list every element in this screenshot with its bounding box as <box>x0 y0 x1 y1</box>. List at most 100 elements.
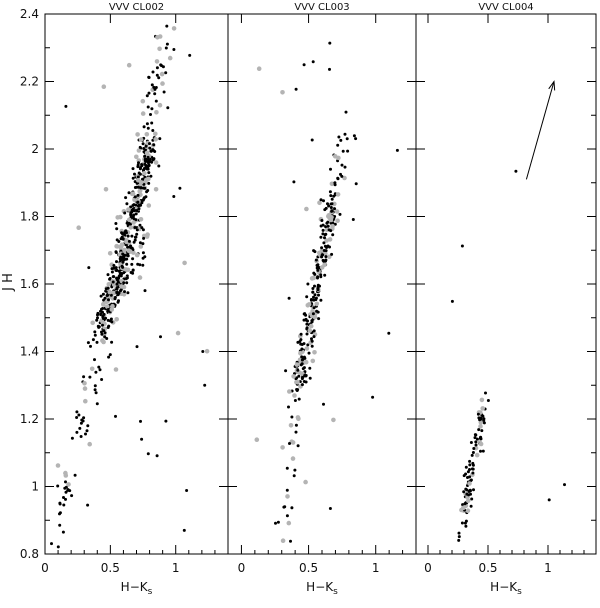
star-point-member <box>108 319 112 323</box>
star-point-member <box>345 137 349 141</box>
star-point-field <box>122 247 127 253</box>
star-point-member <box>313 293 317 297</box>
star-point-member <box>319 298 323 302</box>
star-point-field <box>171 26 177 31</box>
star-point-member <box>100 378 104 381</box>
star-point-member <box>70 436 74 440</box>
star-point-field <box>332 154 338 159</box>
star-point-member <box>477 428 481 432</box>
star-point-member <box>136 200 140 204</box>
star-point-field <box>138 244 144 249</box>
star-point-member <box>101 323 104 327</box>
star-point-member <box>79 421 83 425</box>
star-point-field <box>287 389 292 394</box>
star-point-field <box>332 201 337 207</box>
star-point-member <box>132 213 136 217</box>
star-point-member <box>135 228 139 232</box>
star-point-member <box>285 488 289 492</box>
star-point-member <box>97 325 101 329</box>
star-point-member <box>138 167 142 171</box>
star-point-member <box>302 342 306 346</box>
star-point-member <box>324 225 328 229</box>
star-point-member <box>299 342 303 346</box>
x-tick-label: 0.5 <box>478 561 497 575</box>
star-point-field <box>103 187 109 192</box>
star-point-field <box>153 137 158 142</box>
star-point-field <box>126 217 132 223</box>
star-point-member <box>77 413 81 417</box>
star-point-member <box>110 270 114 274</box>
star-point-member <box>329 194 333 198</box>
star-point-member <box>93 384 97 388</box>
star-point-field <box>303 479 308 485</box>
star-point-field <box>335 218 340 223</box>
star-point-member <box>95 402 99 406</box>
star-point-member <box>288 442 291 445</box>
star-point-member <box>297 397 301 401</box>
star-point-member <box>471 471 475 475</box>
star-point-member <box>129 271 133 274</box>
star-point-member <box>479 416 483 420</box>
star-point-member <box>328 190 332 194</box>
star-point-member <box>114 269 118 272</box>
star-point-member <box>330 202 334 206</box>
star-point-member <box>322 402 325 406</box>
star-point-member <box>464 465 468 469</box>
star-point-member <box>300 362 304 366</box>
star-point-field <box>254 437 260 443</box>
star-point-member <box>471 451 475 454</box>
star-point-member <box>172 48 176 51</box>
star-point-member <box>468 463 472 467</box>
star-point-field <box>154 110 159 115</box>
y-tick-label: 2 <box>31 142 39 156</box>
x-axis-label: H−Ks <box>490 580 522 597</box>
star-point-field <box>182 260 187 266</box>
star-point-member <box>142 125 146 129</box>
star-point-member <box>295 388 299 391</box>
star-point-field <box>327 254 332 260</box>
star-point-member <box>119 274 123 278</box>
star-point-field <box>280 90 285 95</box>
star-point-member <box>299 332 303 336</box>
star-point-member <box>141 251 145 255</box>
star-point-field <box>76 225 81 230</box>
star-point-member <box>474 443 478 447</box>
star-point-member <box>121 265 125 269</box>
reddening-vector <box>525 81 555 180</box>
star-point-member <box>141 177 144 181</box>
y-tick-label: 1.8 <box>20 210 39 224</box>
star-point-field <box>144 150 150 156</box>
star-point-member <box>321 253 325 257</box>
star-point-member <box>304 318 308 322</box>
star-point-member <box>96 311 100 315</box>
star-point-member <box>308 376 312 380</box>
star-point-member <box>101 292 105 296</box>
star-point-member <box>330 197 334 201</box>
star-point-member <box>465 492 469 496</box>
star-point-member <box>106 293 110 297</box>
star-point-field <box>327 237 333 242</box>
star-point-member <box>323 236 326 240</box>
star-point-field <box>138 217 144 222</box>
star-point-member <box>328 41 332 45</box>
star-point-field <box>288 423 294 428</box>
star-point-member <box>329 206 333 209</box>
star-point-member <box>86 341 90 345</box>
star-point-member <box>330 209 334 213</box>
star-point-member <box>103 296 107 300</box>
star-point-field <box>157 34 163 39</box>
star-point-member <box>333 183 337 187</box>
star-point-member <box>294 423 298 427</box>
star-point-field <box>157 46 162 52</box>
star-point-member <box>148 142 151 146</box>
star-point-member <box>151 148 155 152</box>
star-point-field <box>137 275 143 280</box>
star-point-member <box>178 186 182 190</box>
star-point-member <box>165 24 169 28</box>
star-point-member <box>324 206 328 210</box>
star-point-member <box>136 204 140 208</box>
star-point-field <box>128 249 133 254</box>
star-point-field <box>280 538 286 543</box>
star-point-member <box>79 435 83 438</box>
